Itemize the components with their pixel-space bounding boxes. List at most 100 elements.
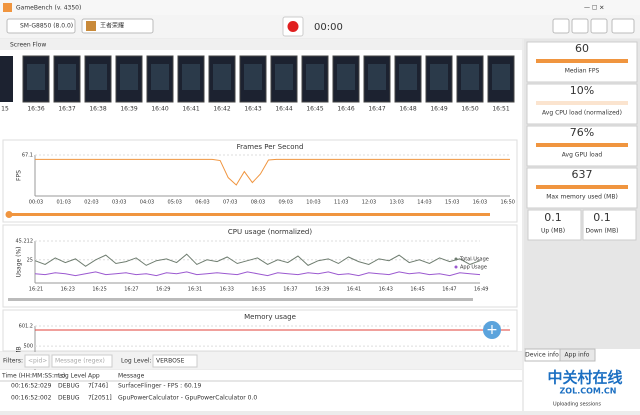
thumbnail-detail [492, 64, 510, 90]
log-cell: DEBUG [58, 395, 80, 402]
thumbnail-detail [430, 64, 448, 90]
app-name: 王者荣耀 [100, 22, 124, 30]
x-tick-label: 16:43 [379, 287, 393, 293]
y-axis-label: MB [16, 346, 23, 355]
y-axis-label: Usage (%) [16, 247, 23, 278]
stat-value: 10% [570, 84, 594, 97]
series-line [34, 271, 481, 277]
thumbnail-time: 16:49 [430, 106, 447, 113]
x-tick-label: 04:03 [140, 200, 154, 206]
x-tick-label: 16:49 [474, 287, 488, 293]
y-tick-label: 67.1 [22, 153, 33, 159]
stat-bar [536, 185, 628, 189]
device-name: SM-G8850 (8.0.0) [20, 23, 73, 30]
x-tick-label: 16:37 [283, 287, 297, 293]
log-cell: 00:16:52:002 [11, 395, 52, 402]
x-tick-label: 08:03 [251, 200, 265, 206]
more-button[interactable] [611, 18, 635, 34]
side-tab-label: Device info [525, 352, 559, 359]
thumbnail-time: 16:47 [368, 106, 385, 113]
x-tick-label: 16:45 [410, 287, 424, 293]
thumbnail-time: 16:36 [27, 106, 44, 113]
log-level-dropdown[interactable] [152, 354, 198, 368]
thumbnail-time: 16:39 [120, 106, 137, 113]
log-cell: DEBUG [58, 383, 80, 390]
add-button[interactable] [483, 321, 501, 339]
thumbnail-detail [368, 64, 386, 90]
filters-label: Filters: [3, 358, 23, 365]
window-controls[interactable]: — ☐ ✕ [584, 5, 604, 12]
thumbnail-time: 15 [1, 106, 9, 113]
x-tick-label: 16:31 [188, 287, 202, 293]
thumbnail-detail [461, 64, 479, 90]
x-tick-label: 14:03 [417, 200, 431, 206]
legend-label: Total Usage [459, 257, 489, 263]
thumbnail-detail [399, 64, 417, 90]
thumbnail-time: 16:37 [58, 106, 75, 113]
thumbnail-time: 16:51 [492, 106, 509, 113]
legend-marker [454, 265, 458, 269]
x-tick-label: 16:21 [29, 287, 43, 293]
thumbnail-detail [58, 64, 76, 90]
legend-marker [454, 257, 458, 261]
timeline-slider[interactable] [8, 298, 473, 301]
log-level-label: Log Level: [121, 358, 151, 365]
thumbnail-detail [275, 64, 293, 90]
y-tick-label: 45.212 [16, 239, 34, 245]
log-cell: 7[2051] [88, 395, 112, 402]
x-tick-label: 10:03 [306, 200, 320, 206]
filter-bar [0, 352, 522, 369]
thumbnail-detail [182, 64, 200, 90]
upload-button[interactable] [571, 18, 589, 34]
toolbar [0, 15, 640, 38]
message-placeholder: Message (regex) [55, 358, 105, 365]
stat-value: 60 [575, 42, 589, 55]
app-icon [3, 3, 12, 12]
x-tick-label: 16:35 [251, 287, 265, 293]
thumbnail-time: 16:45 [306, 106, 323, 113]
chart-panel [2, 139, 518, 223]
stat-card [582, 209, 637, 241]
thumbnail-time: 16:43 [244, 106, 261, 113]
thumbnail-time: 16:41 [182, 106, 199, 113]
stat-value: 637 [572, 168, 593, 181]
app-dropdown[interactable] [81, 18, 154, 34]
thumbnail-time: 16:48 [399, 106, 416, 113]
network-value: 0.1 [593, 211, 611, 224]
chart-title: Memory usage [244, 313, 296, 321]
log-level-value: VERBOSE [156, 358, 185, 365]
screen-flow-label: Screen Flow [10, 42, 46, 49]
record-icon [287, 21, 299, 32]
series-line [34, 253, 481, 267]
timeline-slider[interactable] [8, 213, 490, 216]
stat-label: Median FPS [565, 68, 600, 75]
screen-flow-header[interactable] [0, 39, 522, 50]
side-tab[interactable] [559, 348, 596, 362]
thumbnail-time: 16:44 [275, 106, 292, 113]
settings-button[interactable] [590, 18, 608, 34]
pid-input[interactable] [24, 354, 50, 368]
message-input[interactable] [51, 354, 113, 368]
stat-card [526, 83, 638, 125]
app-icon [86, 21, 96, 31]
stat-bar [536, 101, 628, 105]
y-axis-label: FPS [16, 170, 23, 181]
slider-handle[interactable] [5, 211, 13, 218]
y-tick-label: 500 [23, 344, 33, 350]
screen-thumbnail[interactable] [0, 56, 13, 102]
device-dropdown[interactable] [6, 18, 76, 34]
x-tick-label: 12:03 [362, 200, 376, 206]
log-table [0, 370, 522, 411]
pid-placeholder: <pid> [28, 358, 47, 365]
x-tick-label: 16:29 [156, 287, 170, 293]
x-tick-label: 06:03 [195, 200, 209, 206]
x-tick-label: 11:03 [334, 200, 348, 206]
thumbnail-detail [120, 64, 138, 90]
watermark-cn: 中关村在线 [547, 369, 622, 387]
delete-button[interactable] [552, 18, 570, 34]
x-tick-label: 16:23 [61, 287, 75, 293]
x-tick-label: 01:03 [57, 200, 71, 206]
stat-label: Avg GPU load [562, 152, 603, 159]
x-tick-label: 16:25 [92, 287, 106, 293]
